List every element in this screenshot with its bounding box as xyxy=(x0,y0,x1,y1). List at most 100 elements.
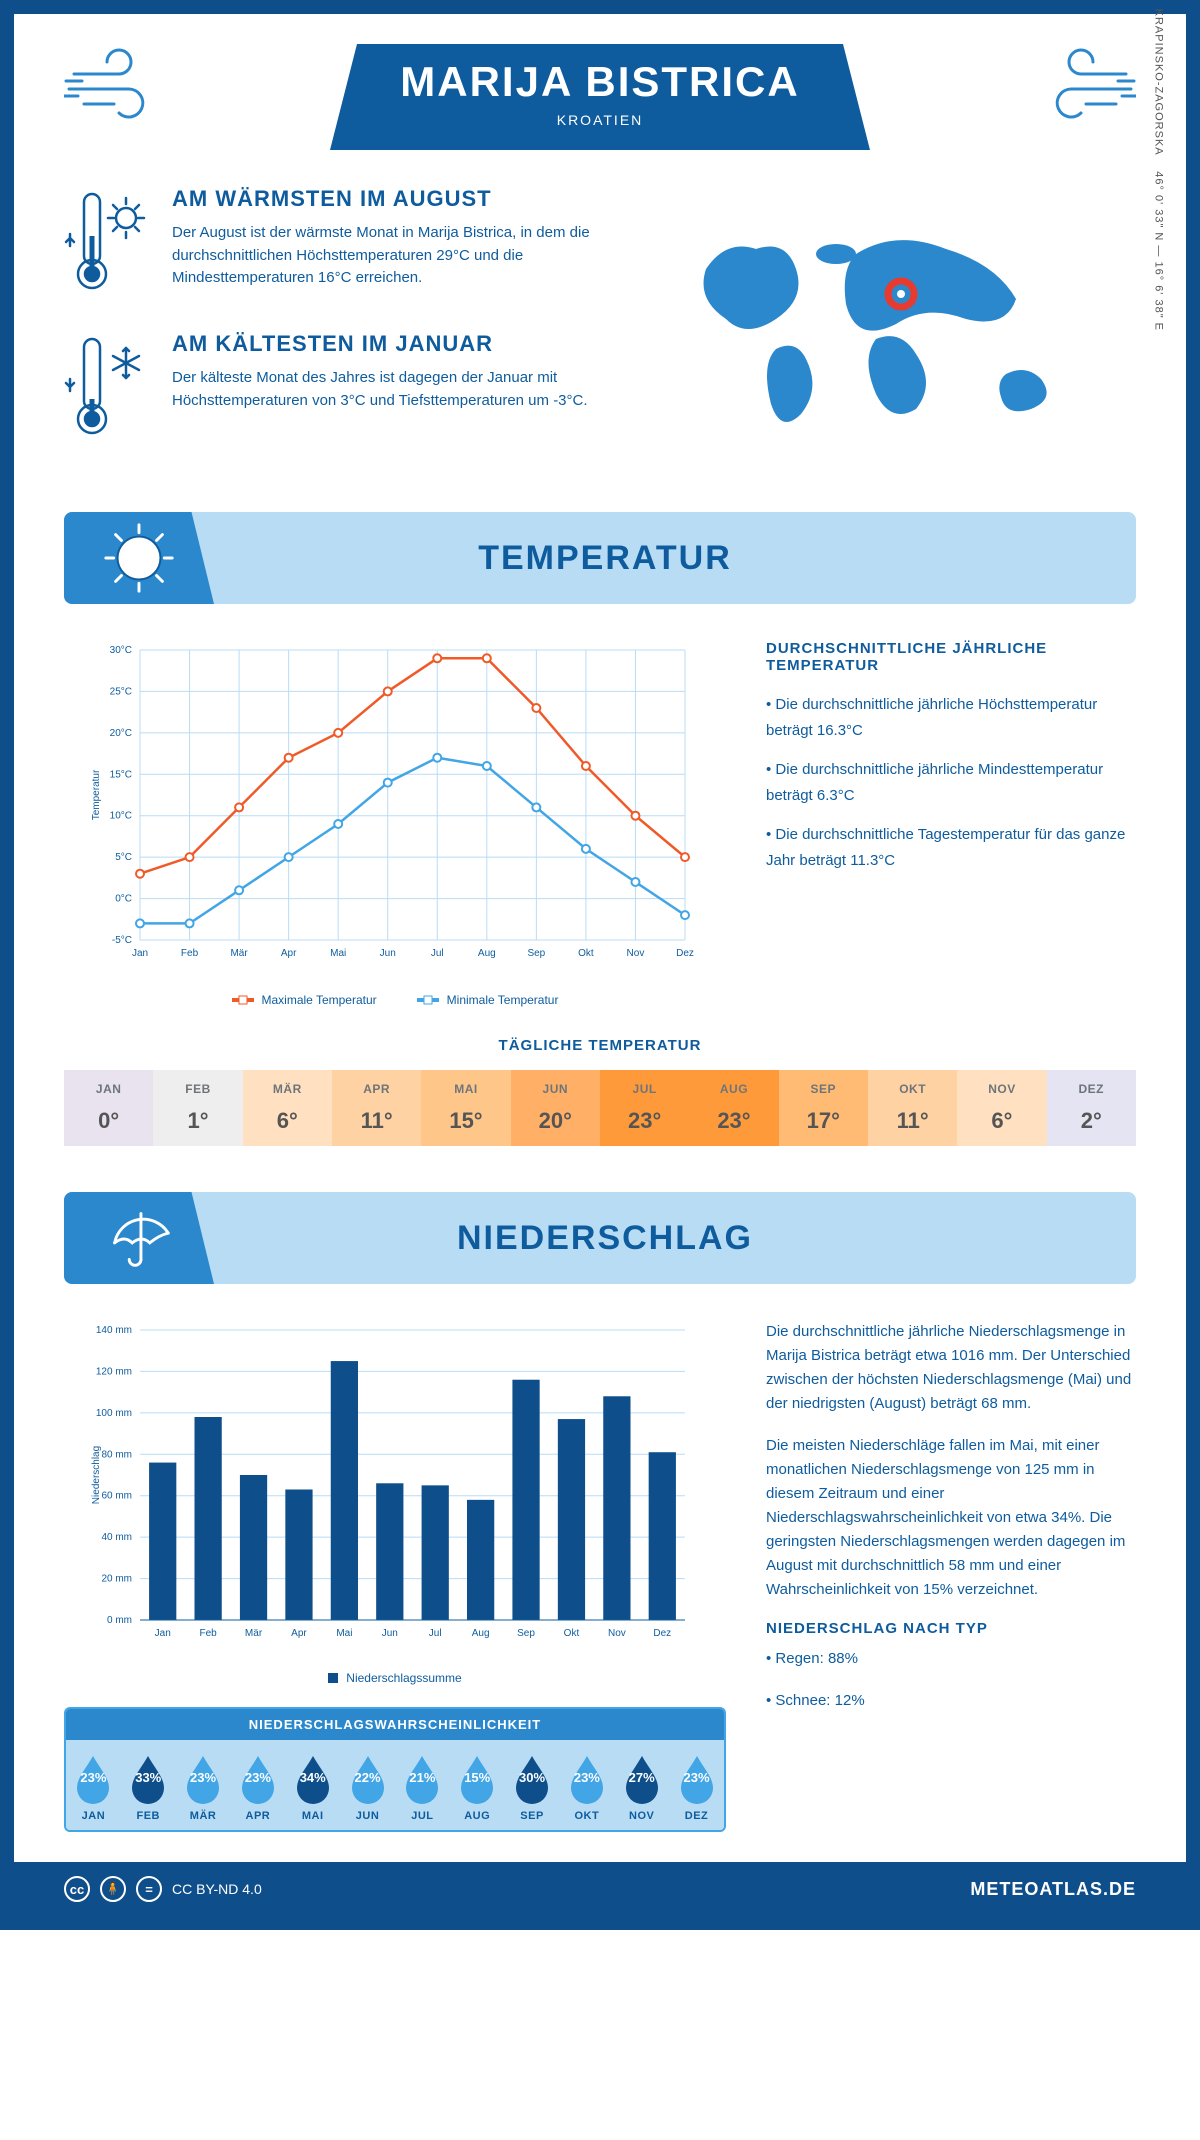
svg-text:30°C: 30°C xyxy=(110,645,132,656)
temperature-legend: Maximale Temperatur Minimale Temperatur xyxy=(64,993,726,1007)
umbrella-icon xyxy=(100,1199,178,1277)
svg-text:Mai: Mai xyxy=(330,948,346,959)
svg-text:Mär: Mär xyxy=(245,1628,263,1639)
daily-cell: JAN0° xyxy=(64,1070,153,1146)
daily-cell: MAI15° xyxy=(421,1070,510,1146)
svg-text:10°C: 10°C xyxy=(110,811,132,822)
svg-text:140 mm: 140 mm xyxy=(96,1325,132,1336)
license-block: cc 🧍 = CC BY-ND 4.0 xyxy=(64,1876,262,1902)
svg-text:Nov: Nov xyxy=(627,948,645,959)
prob-cell: 30%SEP xyxy=(505,1740,560,1830)
warmest-title: AM WÄRMSTEN IM AUGUST xyxy=(172,186,636,212)
daily-cell: DEZ2° xyxy=(1047,1070,1136,1146)
svg-text:Mär: Mär xyxy=(230,948,248,959)
svg-text:Jan: Jan xyxy=(155,1628,171,1639)
svg-text:Apr: Apr xyxy=(291,1628,307,1639)
svg-text:Aug: Aug xyxy=(478,948,496,959)
svg-text:Dez: Dez xyxy=(676,948,694,959)
prob-cell: 23%MÄR xyxy=(176,1740,231,1830)
svg-text:0°C: 0°C xyxy=(115,894,132,905)
sun-icon xyxy=(100,519,178,597)
prob-cell: 23%DEZ xyxy=(669,1740,724,1830)
temperature-banner: TEMPERATUR xyxy=(64,512,1136,604)
svg-text:Feb: Feb xyxy=(200,1628,218,1639)
daily-cell: FEB1° xyxy=(153,1070,242,1146)
prob-cell: 33%FEB xyxy=(121,1740,176,1830)
temperature-stats: DURCHSCHNITTLICHE JÄHRLICHE TEMPERATUR •… xyxy=(766,640,1136,1007)
coldest-block: AM KÄLTESTEN IM JANUAR Der kälteste Mona… xyxy=(64,331,636,446)
svg-text:Jun: Jun xyxy=(382,1628,398,1639)
svg-text:25°C: 25°C xyxy=(110,686,132,697)
daily-cell: OKT11° xyxy=(868,1070,957,1146)
prob-cell: 23%JAN xyxy=(66,1740,121,1830)
svg-text:Jul: Jul xyxy=(429,1628,442,1639)
svg-text:Mai: Mai xyxy=(336,1628,352,1639)
svg-text:Niederschlag: Niederschlag xyxy=(91,1446,102,1504)
svg-text:Jan: Jan xyxy=(132,948,148,959)
svg-text:20°C: 20°C xyxy=(110,728,132,739)
svg-text:15°C: 15°C xyxy=(110,769,132,780)
svg-text:Sep: Sep xyxy=(527,948,545,959)
daily-temp-title: TÄGLICHE TEMPERATUR xyxy=(64,1037,1136,1054)
prob-cell: 23%APR xyxy=(230,1740,285,1830)
coldest-text: Der kälteste Monat des Jahres ist dagege… xyxy=(172,367,636,412)
daily-cell: NOV6° xyxy=(957,1070,1046,1146)
precip-heading: NIEDERSCHLAG xyxy=(214,1219,996,1258)
svg-text:Apr: Apr xyxy=(281,948,297,959)
intro-section: AM WÄRMSTEN IM AUGUST Der August ist der… xyxy=(64,186,1136,476)
svg-text:Sep: Sep xyxy=(517,1628,535,1639)
location-title: MARIJA BISTRICA xyxy=(400,58,800,106)
svg-text:80 mm: 80 mm xyxy=(101,1449,132,1460)
country-subtitle: KROATIEN xyxy=(400,112,800,128)
coldest-title: AM KÄLTESTEN IM JANUAR xyxy=(172,331,636,357)
daily-cell: SEP17° xyxy=(779,1070,868,1146)
svg-text:Jul: Jul xyxy=(431,948,444,959)
svg-text:-5°C: -5°C xyxy=(112,935,132,946)
daily-temperature-table: JAN0°FEB1°MÄR6°APR11°MAI15°JUN20°JUL23°A… xyxy=(64,1070,1136,1146)
svg-text:0 mm: 0 mm xyxy=(107,1615,132,1626)
precip-chart: 0 mm20 mm40 mm60 mm80 mm100 mm120 mm140 … xyxy=(64,1320,726,1832)
nd-icon: = xyxy=(136,1876,162,1902)
footer: cc 🧍 = CC BY-ND 4.0 METEOATLAS.DE xyxy=(14,1862,1186,1916)
warmest-block: AM WÄRMSTEN IM AUGUST Der August ist der… xyxy=(64,186,636,301)
wind-icon-left xyxy=(64,44,184,134)
daily-cell: APR11° xyxy=(332,1070,421,1146)
daily-cell: MÄR6° xyxy=(243,1070,332,1146)
svg-text:Feb: Feb xyxy=(181,948,199,959)
world-map-icon xyxy=(676,219,1096,444)
site-name: METEOATLAS.DE xyxy=(970,1879,1136,1900)
prob-cell: 21%JUL xyxy=(395,1740,450,1830)
svg-text:5°C: 5°C xyxy=(115,852,132,863)
by-icon: 🧍 xyxy=(100,1876,126,1902)
svg-text:Jun: Jun xyxy=(380,948,396,959)
svg-text:20 mm: 20 mm xyxy=(101,1574,132,1585)
temperature-chart: -5°C 0°C 5°C 10°C 15°C 20°C 25°C 30°C Jan Feb Mär A… xyxy=(64,640,726,1007)
thermometer-snow-icon xyxy=(64,331,154,446)
svg-text:Nov: Nov xyxy=(608,1628,626,1639)
prob-cell: 15%AUG xyxy=(450,1740,505,1830)
page: MARIJA BISTRICA KROATIEN xyxy=(0,0,1200,1930)
svg-text:120 mm: 120 mm xyxy=(96,1366,132,1377)
svg-text:Dez: Dez xyxy=(653,1628,671,1639)
header: MARIJA BISTRICA KROATIEN xyxy=(64,44,1136,150)
svg-text:Okt: Okt xyxy=(564,1628,580,1639)
precip-probability-box: NIEDERSCHLAGSWAHRSCHEINLICHKEIT 23%JAN33… xyxy=(64,1707,726,1832)
precip-text: Die durchschnittliche jährliche Niedersc… xyxy=(766,1320,1136,1832)
prob-cell: 22%JUN xyxy=(340,1740,395,1830)
precip-legend: Niederschlagssumme xyxy=(64,1671,726,1685)
svg-text:40 mm: 40 mm xyxy=(101,1532,132,1543)
daily-cell: AUG23° xyxy=(689,1070,778,1146)
prob-cell: 34%MAI xyxy=(285,1740,340,1830)
cc-icon: cc xyxy=(64,1876,90,1902)
coordinates-label: KRAPINSKO-ZAGORSKA 46° 0' 33" N — 16° 6'… xyxy=(1152,9,1164,331)
title-block: MARIJA BISTRICA KROATIEN xyxy=(330,44,870,150)
precip-banner: NIEDERSCHLAG xyxy=(64,1192,1136,1284)
svg-text:Temperatur: Temperatur xyxy=(91,769,102,820)
svg-text:Okt: Okt xyxy=(578,948,594,959)
daily-cell: JUL23° xyxy=(600,1070,689,1146)
warmest-text: Der August ist der wärmste Monat in Mari… xyxy=(172,222,636,290)
thermometer-sun-icon xyxy=(64,186,154,301)
prob-cell: 23%OKT xyxy=(559,1740,614,1830)
daily-cell: JUN20° xyxy=(511,1070,600,1146)
svg-text:60 mm: 60 mm xyxy=(101,1491,132,1502)
